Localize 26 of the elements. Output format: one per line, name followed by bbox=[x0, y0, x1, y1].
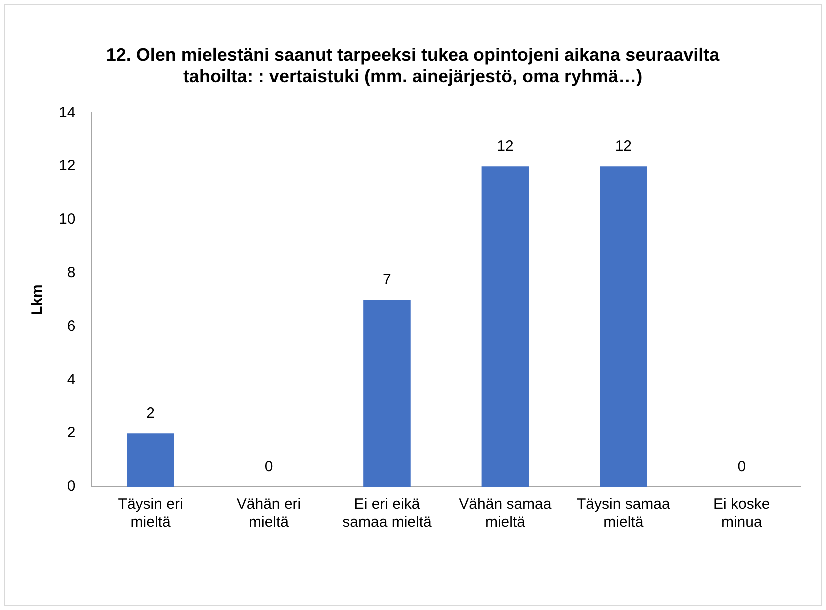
bar bbox=[364, 300, 411, 487]
data-label: 12 bbox=[497, 138, 514, 156]
y-tick-label: 10 bbox=[58, 211, 76, 228]
y-tick-label: 6 bbox=[67, 318, 76, 335]
bar bbox=[127, 434, 174, 487]
y-tick-label: 8 bbox=[67, 264, 76, 282]
x-tick-label: Ei eri eikä samaa mieltä bbox=[342, 496, 432, 532]
x-tick-label: Vähän samaa mieltä bbox=[459, 496, 552, 532]
y-axis-title: Lkm bbox=[29, 284, 46, 316]
y-tick-label: 0 bbox=[67, 478, 76, 496]
x-tick-label: Täysin samaa mieltä bbox=[576, 496, 672, 532]
data-label: 7 bbox=[383, 272, 392, 289]
y-tick-label: 14 bbox=[58, 104, 76, 122]
y-tick-label: 2 bbox=[67, 424, 76, 442]
x-tick-label: Ei koske minua bbox=[714, 496, 770, 532]
x-tick-label: Vähän eri mieltä bbox=[236, 496, 302, 532]
y-tick-label: 4 bbox=[67, 371, 76, 388]
x-tick-label: Täysin eri mieltä bbox=[118, 496, 184, 532]
chart-title: 12. Olen mielestäni saanut tarpeeksi tukea opintojeni aikana seuraavilta tahoilta: : vertaistuki (mm. ainejärjestö, oma ryhmä…) bbox=[106, 44, 721, 86]
y-tick-label: 12 bbox=[58, 158, 76, 175]
bar bbox=[600, 166, 648, 487]
data-label: 12 bbox=[615, 138, 632, 156]
data-label: 0 bbox=[264, 458, 274, 476]
data-label: 2 bbox=[146, 405, 155, 422]
bar bbox=[482, 166, 530, 487]
data-label: 0 bbox=[738, 458, 746, 476]
